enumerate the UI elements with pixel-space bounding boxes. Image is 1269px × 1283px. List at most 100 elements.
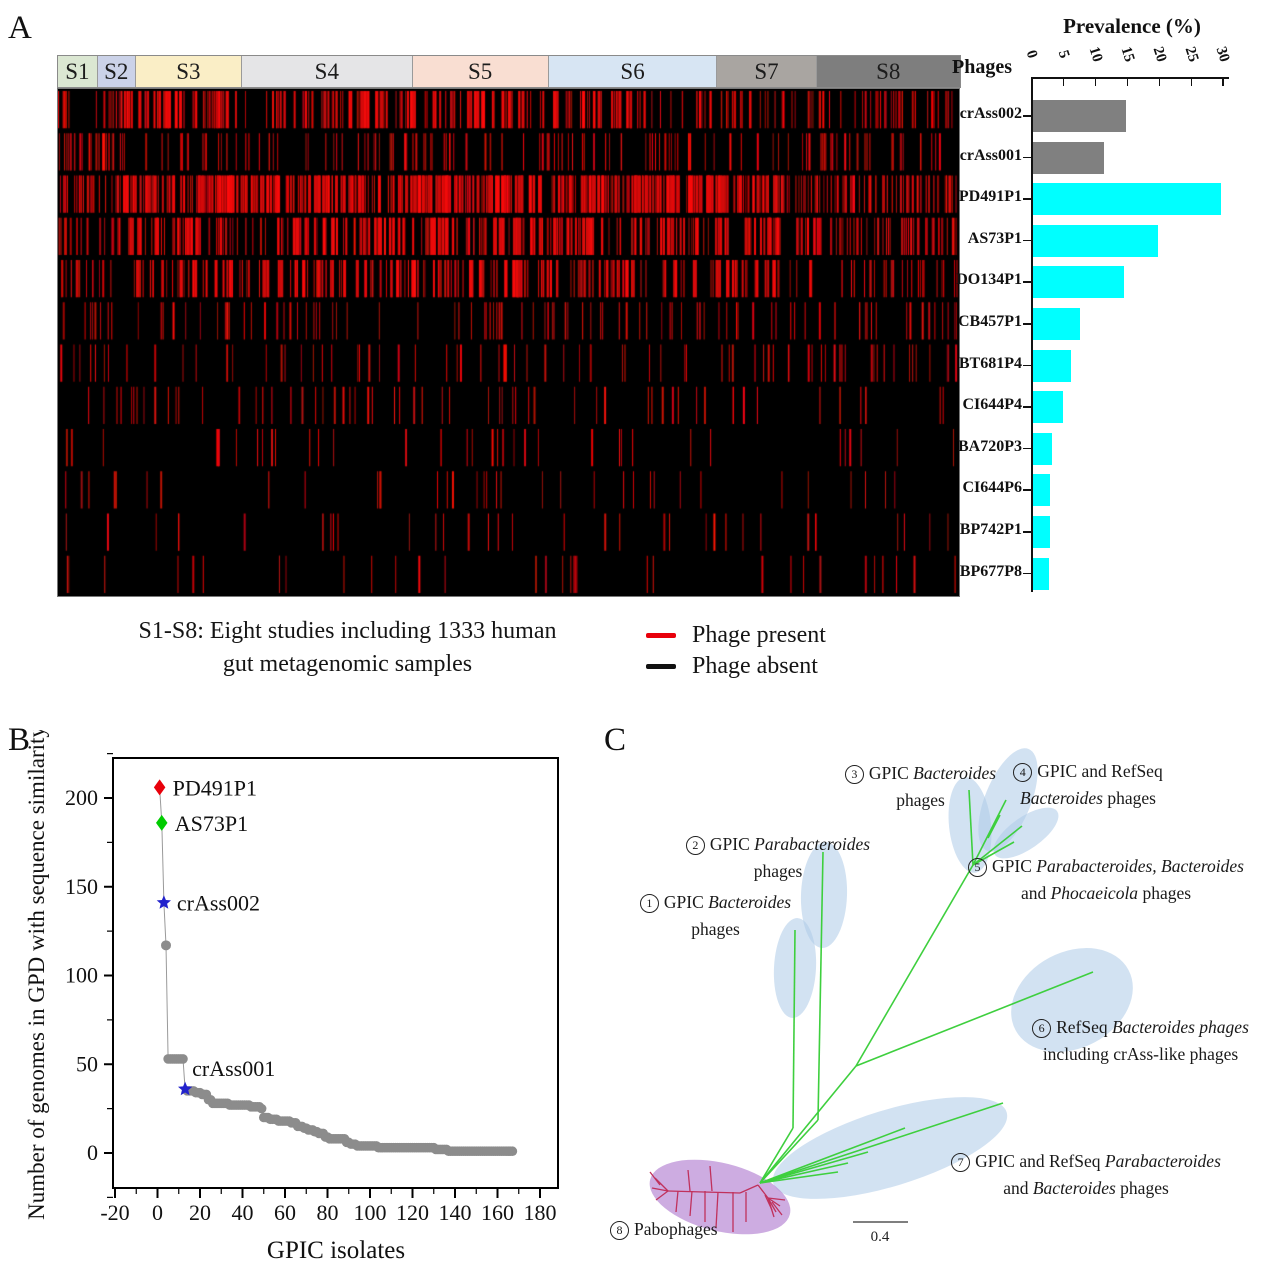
panel-b-scatter-plot: -20 0 20 40 60 80 100 120 140 160 180 0 50 100 150 200 G… [24,730,559,1264]
tree-branch [817,851,824,1121]
cluster-label-7: 7 GPIC and RefSeq Parabacteroides and Bact… [916,1148,1256,1202]
phage-row-label-DO134P1: DO134P1 [956,271,1022,289]
cluster-label-text: GPIC [868,763,914,783]
prevalence-bar-DO134P1 [1033,266,1124,299]
y-tick-label-200: 200 [65,785,98,810]
phage-row-tick-BP742P1 [1023,531,1031,533]
cluster-number-4: 4 [1013,763,1033,782]
prevalence-tick-20 [1158,79,1161,86]
phage-row-label-BP742P1: BP742P1 [959,521,1022,538]
study-segment-S7: S7 [716,56,816,87]
cluster-label-text: GPIC [663,892,709,912]
cluster-label-text: and [1003,1178,1033,1198]
tree-branch [855,971,1094,1067]
tree-branch [759,1065,857,1184]
pabophage-branch [767,1197,786,1201]
x-tick-label--20: -20 [100,1200,129,1225]
prevalence-bar-crAss001 [1033,141,1105,174]
cluster-label-6: 6 RefSeq Bacteroides phages including crAs… [1018,1014,1263,1068]
phage-row-label-CI644P4: CI644P4 [962,396,1022,414]
phage-row-tick-BT681P4 [1023,364,1031,367]
prevalence-tick-label-30: 30 [1212,44,1233,64]
marker-crAss001 [178,1081,193,1096]
tree-branch [759,1151,869,1184]
phages-column-header: Phages [952,56,1012,78]
phage-row-label-BP677P8: BP677P8 [959,562,1022,580]
pabophage-branch [739,1184,759,1194]
prevalence-bar-PD491P1 [1033,183,1222,216]
x-tick-label-100: 100 [354,1200,387,1225]
cluster-label-text: Phocaeicola [1050,883,1139,903]
y-axis-title: Number of genomes in GPD with sequence s… [24,730,49,1220]
prevalence-tick-label-5: 5 [1054,48,1073,61]
marker-crAss002 [156,895,171,909]
marker-gray [161,940,171,951]
phage-row-tick-CB457P1 [1023,323,1031,325]
phage-row-label-PD491P1: PD491P1 [958,188,1022,206]
phage-row-tick-crAss001 [1023,156,1031,159]
pabophage-branch [667,1190,741,1194]
x-tick-label-160: 160 [481,1200,514,1225]
cluster-number-5: 5 [968,858,988,877]
x-tick-label-0: 0 [152,1200,163,1225]
y-tick-label-100: 100 [65,963,98,988]
cluster-label-text: RefSeq [1056,1017,1112,1037]
cluster-label-3-line-2: phages [838,787,1003,814]
cluster-number-1: 1 [639,894,659,913]
cluster-label-2-line-2: phages [668,858,888,885]
cluster-label-text: phages [1138,883,1192,903]
cluster-label-text: GPIC [709,834,755,854]
prevalence-axis-line [1031,77,1229,79]
phage-present-label: Phage present [692,622,826,648]
phage-row-tick-CI644P6 [1023,489,1031,491]
pabophage-branch [689,1190,693,1217]
cluster-label-text: Bacteroides [913,763,997,783]
heatmap-legend: Phage present Phage absent [646,620,826,682]
cluster-5-ellipse [993,807,1059,859]
phage-row-label-crAss001: crAss001 [959,146,1022,164]
cluster-label-8: 8 Pabophages [610,1216,780,1243]
x-tick-label-40: 40 [232,1200,254,1225]
cluster-label-5-line-2: and Phocaeicola phages [958,880,1254,907]
study-segment-S6: S6 [547,56,717,87]
phage-present-swatch [646,633,676,638]
marker-AS73P1 [155,814,168,831]
pabophage-branch [687,1169,691,1192]
phage-absent-swatch [646,664,676,669]
phage-row-label-CB457P1: CB457P1 [958,313,1022,330]
pabophage-branch [654,1177,669,1192]
cluster-label-text: phages [753,861,803,881]
study-segment-S2: S2 [96,56,135,87]
panel-b-letter: B [8,722,31,758]
pabophage-branch [771,1201,783,1216]
tree-branch [759,1102,1004,1184]
x-axis-title: GPIC isolates [267,1237,405,1264]
point-label-AS73P1: AS73P1 [175,811,248,836]
tree-branch [972,799,1007,866]
cluster-number-8: 8 [610,1221,629,1240]
study-segment-S1: S1 [58,56,97,87]
tree-branch [855,864,974,1067]
x-tick-label-140: 140 [439,1200,472,1225]
cluster-label-3: 3 GPIC Bacteroides phages [838,760,1003,814]
prevalence-bar-CI644P4 [1033,391,1063,424]
cluster-number-3: 3 [844,765,864,784]
prevalence-bar-BA720P3 [1033,432,1052,465]
scale-bar-label: 0.4 [871,1229,890,1245]
gray-point [178,1054,188,1064]
prevalence-bar-crAss002 [1033,100,1127,132]
cluster-label-text: Bacteroides [708,892,792,912]
y-tick-label-0: 0 [87,1140,98,1165]
tree-branch [759,1171,839,1184]
cluster-label-4: 4 GPIC and RefSeq Bacteroides phages [998,758,1178,812]
y-tick-label-50: 50 [76,1051,98,1076]
pabophage-branch [767,1197,781,1207]
cluster-label-text: GPIC [992,856,1037,876]
prevalence-tick-0 [1031,79,1033,86]
cluster-label-6-line-1: 6 RefSeq Bacteroides phages [1018,1014,1263,1041]
x-tick-label-20: 20 [189,1200,211,1225]
cluster-label-3-line-1: 3 GPIC Bacteroides [838,760,1003,787]
cluster-label-text: GPIC and RefSeq [975,1151,1105,1171]
tree-branch [759,1119,819,1184]
tree-branch [759,1127,794,1184]
